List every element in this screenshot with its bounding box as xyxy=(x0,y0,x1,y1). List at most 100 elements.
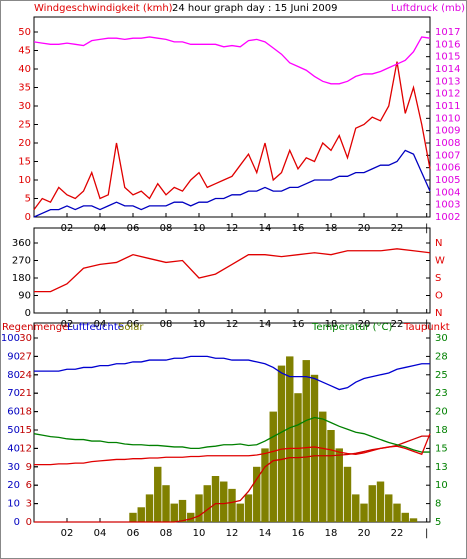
y2-tick-label: 10 xyxy=(435,480,448,491)
y3-tick-label: 12 xyxy=(19,443,32,454)
y-tick-label: 15 xyxy=(18,157,31,168)
bar xyxy=(368,485,376,522)
y-tick-label: 0 xyxy=(25,308,31,319)
y3-tick-label: 0 xyxy=(26,517,32,528)
x-tick-label: | xyxy=(425,319,428,330)
x-tick-label: 02 xyxy=(61,528,74,539)
y-tick-label: 70 xyxy=(7,388,20,399)
y2-tick-label: N xyxy=(435,308,442,319)
x-tick-label: 18 xyxy=(325,319,338,330)
y-tick-label: 50 xyxy=(18,27,31,38)
bar xyxy=(302,360,310,522)
chart-title: 24 hour graph day : 15 Juni 2009 xyxy=(172,3,338,14)
y3-tick-label: 24 xyxy=(19,370,32,381)
y2-tick-label: 30 xyxy=(435,333,448,344)
series-line xyxy=(34,435,430,523)
x-tick-label: 08 xyxy=(160,319,173,330)
legend-entry: Temperatur (°C) xyxy=(311,322,392,333)
x-tick-label: 20 xyxy=(358,319,371,330)
y-tick-label: 30 xyxy=(7,462,20,473)
bar xyxy=(409,518,418,522)
x-tick-label: | xyxy=(425,528,428,539)
y2-tick-label: 28 xyxy=(435,351,448,362)
y2-tick-label: 1009 xyxy=(435,126,460,137)
bar xyxy=(277,365,286,522)
series-line xyxy=(33,36,431,85)
x-tick-label: 16 xyxy=(292,528,305,539)
series-line xyxy=(34,248,431,293)
y2-tick-label: W xyxy=(435,256,445,267)
y2-tick-label: 1007 xyxy=(435,150,460,161)
series-line xyxy=(33,149,431,218)
y-tick-label: 45 xyxy=(18,46,31,57)
y2-tick-label: 1006 xyxy=(435,163,460,174)
series-line xyxy=(33,61,431,210)
y2-tick-label: 1012 xyxy=(435,89,460,100)
legend-entry: Solar xyxy=(118,322,144,333)
y2-tick-label: 1005 xyxy=(435,175,460,186)
y-tick-label: 5 xyxy=(25,194,31,205)
y2-tick-label: 20 xyxy=(435,407,448,418)
y-tick-label: 90 xyxy=(18,291,31,302)
bar xyxy=(286,356,294,522)
y-tick-label: 30 xyxy=(18,101,31,112)
y2-axis-title: Luftdruck (mb) xyxy=(391,3,465,14)
bar xyxy=(137,507,145,522)
x-tick-label: 02 xyxy=(61,319,74,330)
y2-tick-label: 5 xyxy=(435,517,441,528)
y-tick-label: 270 xyxy=(12,256,31,267)
bar xyxy=(187,512,195,522)
bar xyxy=(385,494,393,522)
y-tick-label: 360 xyxy=(12,238,31,249)
bar xyxy=(352,494,360,522)
x-tick-label: 12 xyxy=(226,528,239,539)
y-axis-title: Windgeschwindigkeit (kmh) xyxy=(34,3,173,14)
y-tick-label: 180 xyxy=(12,273,31,284)
bar xyxy=(228,488,236,522)
series-line xyxy=(34,433,431,466)
y3-tick-label: 27 xyxy=(19,351,32,362)
y2-tick-label: 1014 xyxy=(435,64,460,75)
legend-entry: Luftfeuchte xyxy=(67,322,124,333)
x-tick-label: 08 xyxy=(160,528,173,539)
legend-entry: Regenmenge xyxy=(2,322,68,333)
y2-tick-label: N xyxy=(435,238,442,249)
y2-tick-label: 1004 xyxy=(435,187,460,198)
bar xyxy=(236,503,244,522)
y2-tick-label: S xyxy=(435,273,441,284)
bar xyxy=(319,411,327,522)
y2-tick-label: 18 xyxy=(435,425,448,436)
y2-tick-label: 1017 xyxy=(435,27,460,38)
bar xyxy=(327,430,335,522)
x-tick-label: 10 xyxy=(193,319,206,330)
x-tick-label: 10 xyxy=(193,528,206,539)
y-tick-label: 60 xyxy=(7,407,20,418)
bar xyxy=(203,485,211,522)
y2-tick-label: 1016 xyxy=(435,39,460,50)
y3-tick-label: 6 xyxy=(26,480,32,491)
y2-tick-label: 23 xyxy=(435,388,448,399)
x-tick-label: 14 xyxy=(259,528,272,539)
x-tick-label: 12 xyxy=(226,319,239,330)
x-tick-label: 16 xyxy=(292,319,305,330)
y2-tick-label: 1003 xyxy=(435,200,460,211)
y-tick-label: 50 xyxy=(7,425,20,436)
x-tick-label: 14 xyxy=(259,319,272,330)
y-tick-label: 0 xyxy=(14,517,20,528)
y3-tick-label: 30 xyxy=(19,333,32,344)
x-tick-label: 22 xyxy=(391,319,404,330)
x-tick-label: 18 xyxy=(325,528,338,539)
y-tick-label: 0 xyxy=(25,212,31,223)
y2-tick-label: 8 xyxy=(435,499,441,510)
bar xyxy=(211,476,220,522)
bar xyxy=(154,466,162,522)
bar xyxy=(162,485,170,522)
bar xyxy=(269,411,277,522)
y-tick-label: 25 xyxy=(18,120,31,131)
y2-tick-label: 1013 xyxy=(435,76,460,87)
y2-tick-label: 13 xyxy=(435,462,448,473)
x-tick-label: 06 xyxy=(127,319,140,330)
y-tick-label: 10 xyxy=(7,499,20,510)
y2-tick-label: 1002 xyxy=(435,212,460,223)
